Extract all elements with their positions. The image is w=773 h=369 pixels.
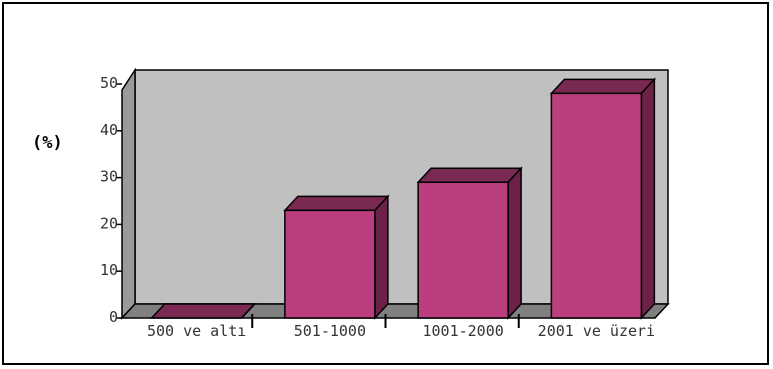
bar-side xyxy=(508,168,521,318)
bar xyxy=(418,182,508,318)
y-tick-label: 50 xyxy=(100,74,118,92)
y-tick-label: 40 xyxy=(100,121,118,139)
x-tick-label: 501-1000 xyxy=(294,322,366,340)
bar-side xyxy=(375,196,388,318)
x-tick-label: 2001 ve üzeri xyxy=(538,322,655,340)
chart-frame: 0 10 20 30 40 50 (%) 500 ve altı 501-1000 1001-20… xyxy=(2,2,769,365)
bar-top xyxy=(418,168,521,182)
bar-top xyxy=(551,79,654,93)
y-tick-label: 20 xyxy=(100,214,118,232)
bar xyxy=(285,210,375,318)
bar xyxy=(551,93,641,318)
bar-top xyxy=(285,196,388,210)
x-tick-label: 500 ve altı xyxy=(147,322,246,340)
y-axis-label: (%) xyxy=(32,133,63,153)
bar-chart: 0 10 20 30 40 50 (%) 500 ve altı 501-1000 1001-20… xyxy=(4,4,771,367)
x-tick-label: 1001-2000 xyxy=(422,322,503,340)
bar-side xyxy=(641,79,654,318)
y-tick-label: 0 xyxy=(109,308,118,326)
y-tick-label: 10 xyxy=(100,261,118,279)
side-wall xyxy=(122,70,135,318)
bar-top xyxy=(152,304,255,318)
y-tick-label: 30 xyxy=(100,168,118,186)
